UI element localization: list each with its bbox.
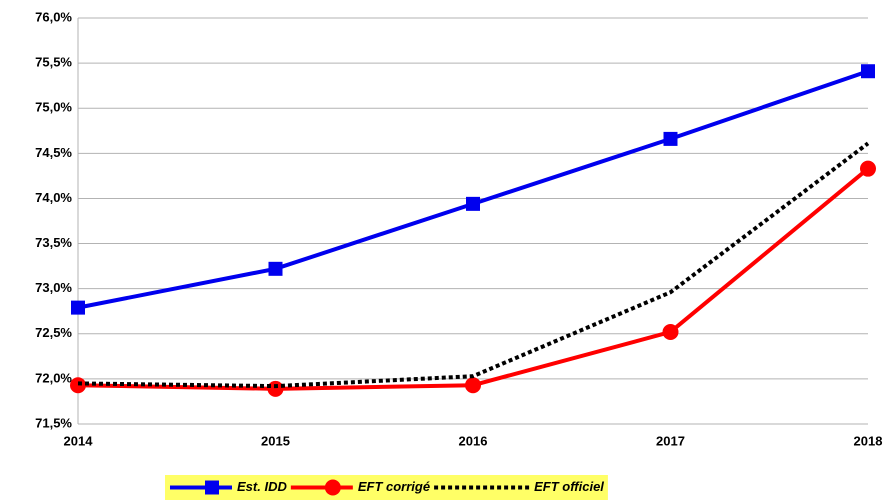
y-tick-label: 76,0%: [35, 9, 72, 24]
y-tick-label: 74,5%: [35, 145, 72, 160]
legend-label: EFT corrigé: [358, 479, 430, 494]
x-tick-label: 2014: [64, 433, 94, 448]
data-point: [267, 380, 284, 397]
legend-marker: [205, 480, 219, 495]
data-point: [860, 160, 876, 177]
y-tick-label: 71,5%: [35, 415, 72, 430]
data-point: [663, 131, 678, 146]
data-point: [71, 300, 85, 315]
x-tick-label: 2016: [459, 433, 488, 448]
data-point: [268, 261, 283, 276]
y-tick-label: 75,0%: [35, 100, 72, 115]
data-point: [662, 323, 679, 340]
y-tick-label: 74,0%: [35, 190, 72, 205]
data-point: [465, 377, 481, 394]
legend-background: [165, 475, 608, 500]
data-point: [861, 64, 875, 79]
legend-label: EFT officiel: [534, 479, 604, 494]
x-tick-label: 2018: [854, 433, 883, 448]
y-tick-label: 75,5%: [35, 55, 72, 70]
data-point: [466, 196, 480, 211]
x-tick-label: 2017: [656, 433, 685, 448]
y-tick-label: 72,5%: [35, 325, 72, 340]
y-tick-label: 73,0%: [35, 280, 72, 295]
series-line: [77, 141, 870, 389]
legend: Est. IDD EFT corrigé EFT officiel: [165, 475, 608, 500]
y-tick-label: 73,5%: [35, 235, 72, 250]
legend-label: Est. IDD: [237, 479, 287, 494]
y-tick-label: 72,0%: [35, 370, 72, 385]
x-tick-label: 2015: [261, 433, 290, 448]
series-line: [77, 69, 869, 310]
legend-marker: [324, 479, 341, 496]
